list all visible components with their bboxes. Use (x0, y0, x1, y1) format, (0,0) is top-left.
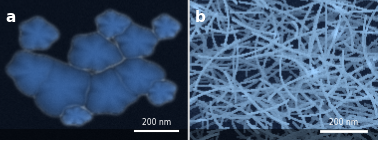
Text: b: b (195, 10, 206, 25)
Text: 200 nm: 200 nm (142, 118, 171, 127)
Text: 200 nm: 200 nm (329, 118, 358, 127)
Text: a: a (5, 10, 15, 25)
